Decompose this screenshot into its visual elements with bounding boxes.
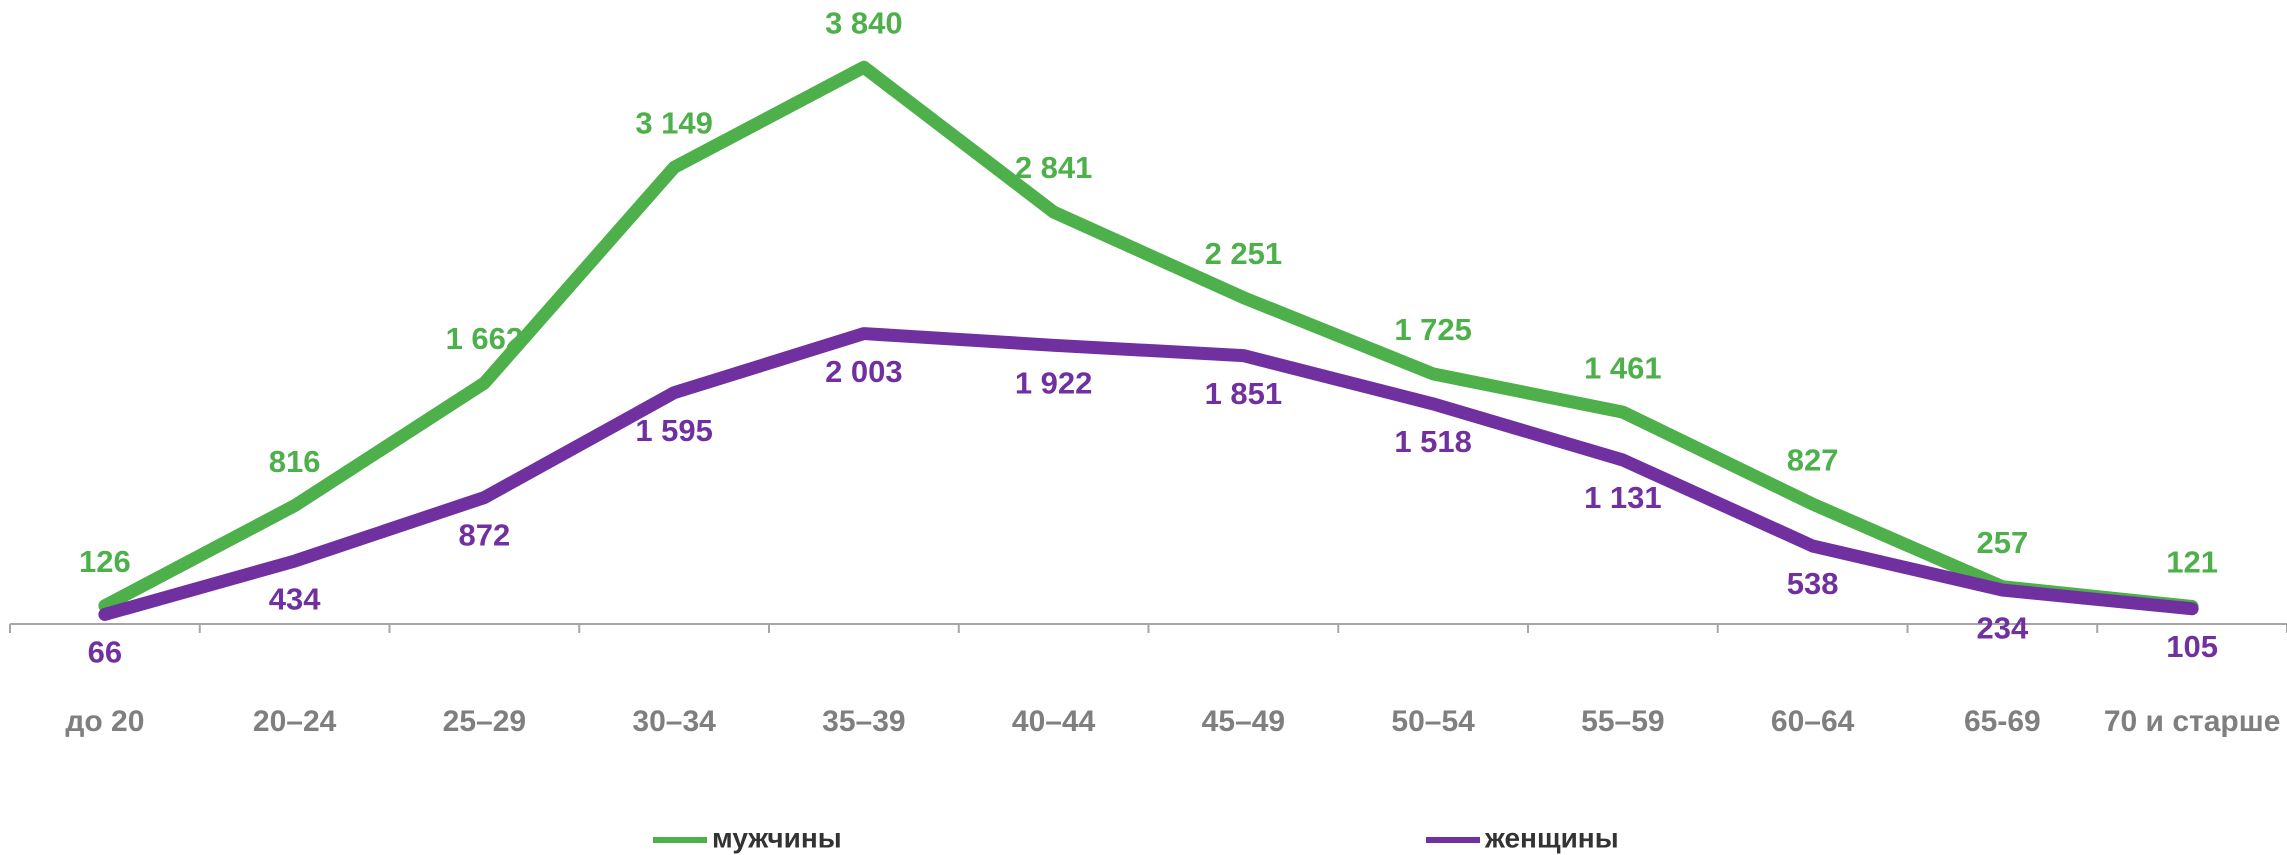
- data-label: 434: [269, 581, 321, 616]
- data-label: 2 003: [825, 354, 903, 389]
- legend-label: женщины: [1484, 822, 1619, 853]
- x-tick-label: 55–59: [1581, 705, 1664, 738]
- data-label: 1 662: [446, 321, 524, 356]
- data-label: 2 251: [1205, 236, 1283, 271]
- x-tick-label: 35–39: [822, 705, 905, 738]
- data-label: 1 131: [1584, 480, 1662, 515]
- x-tick-label: 25–29: [443, 705, 526, 738]
- data-label: 1 595: [635, 413, 713, 448]
- data-label: 126: [79, 544, 131, 579]
- legend-label: мужчины: [712, 822, 842, 853]
- x-tick-label: 40–44: [1012, 705, 1096, 738]
- data-label: 538: [1787, 566, 1839, 601]
- data-label: 1 851: [1205, 376, 1283, 411]
- data-label: 257: [1977, 525, 2029, 560]
- data-label: 3 840: [825, 5, 903, 40]
- x-tick-label: 45–49: [1202, 705, 1285, 738]
- data-label: 816: [269, 444, 321, 479]
- line-series: [98, 60, 2199, 613]
- line-series: [98, 327, 2199, 621]
- data-label: 105: [2166, 629, 2218, 664]
- x-tick-label: 70 и старше: [2104, 705, 2281, 738]
- data-label: 234: [1977, 610, 2029, 645]
- x-tick-label: 30–34: [632, 705, 716, 738]
- data-label: 1 725: [1394, 312, 1472, 347]
- x-tick-label: 20–24: [253, 705, 337, 738]
- data-label: 1 922: [1015, 365, 1093, 400]
- data-label: 1 518: [1394, 424, 1472, 459]
- data-label: 3 149: [635, 106, 713, 141]
- data-label: 2 841: [1015, 150, 1093, 185]
- x-tick-label: 60–64: [1771, 705, 1855, 738]
- data-label: 66: [88, 635, 122, 670]
- x-tick-label: до 20: [65, 705, 144, 738]
- x-tick-label: 50–54: [1391, 705, 1475, 738]
- x-tick-label: 65-69: [1964, 705, 2041, 738]
- data-label: 872: [459, 518, 511, 553]
- data-label: 827: [1787, 442, 1839, 477]
- data-label: 1 461: [1584, 350, 1662, 385]
- data-label: 121: [2166, 545, 2218, 580]
